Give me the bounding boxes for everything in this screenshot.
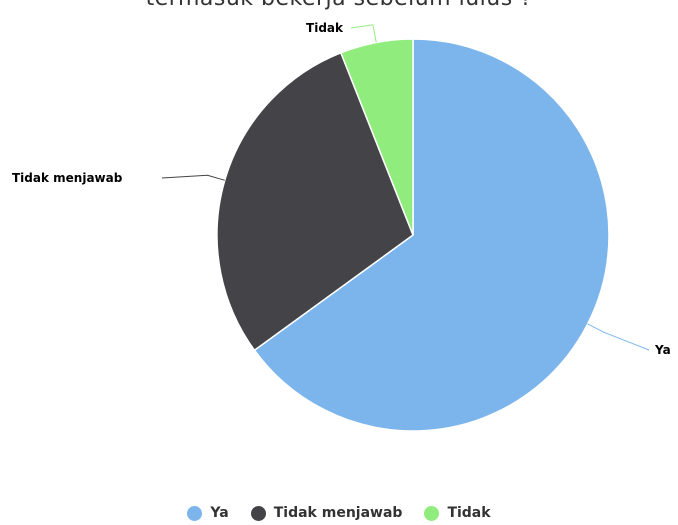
slice-label-ya: Ya — [654, 343, 671, 357]
pie-slice-tidak-menjawab[interactable] — [216, 51, 414, 352]
slice-label-tidak: Tidak — [306, 21, 344, 35]
legend-item-tidak[interactable]: Tidak — [424, 505, 491, 521]
connector-tidak — [350, 24, 377, 43]
legend-item-ya[interactable]: Ya — [187, 505, 229, 521]
legend-marker-tidak — [424, 505, 440, 521]
slice-labels: Ya Tidak menjawab Tidak — [12, 21, 671, 357]
legend-marker-ya — [187, 505, 203, 521]
legend-label-tidak: Tidak — [447, 505, 491, 521]
legend-marker-tidak-menjawab — [250, 505, 266, 521]
label-connectors — [161, 24, 650, 351]
pie-slice-ya[interactable] — [253, 38, 610, 432]
connector-ya — [587, 323, 650, 351]
pie-slices — [216, 38, 610, 432]
legend-item-tidak-menjawab[interactable]: Tidak menjawab — [250, 505, 403, 521]
legend-label-tidak-menjawab: Tidak menjawab — [273, 505, 403, 521]
chart-legend: Ya Tidak menjawab Tidak — [0, 505, 678, 521]
legend-label-ya: Ya — [210, 505, 229, 521]
pie-slice-tidak[interactable] — [339, 38, 414, 236]
connector-tidak-menjawab — [161, 174, 225, 181]
chart-title: termasuk bekerja sebelum lulus ? — [0, 0, 678, 11]
slice-label-tidak-menjawab: Tidak menjawab — [12, 171, 123, 185]
